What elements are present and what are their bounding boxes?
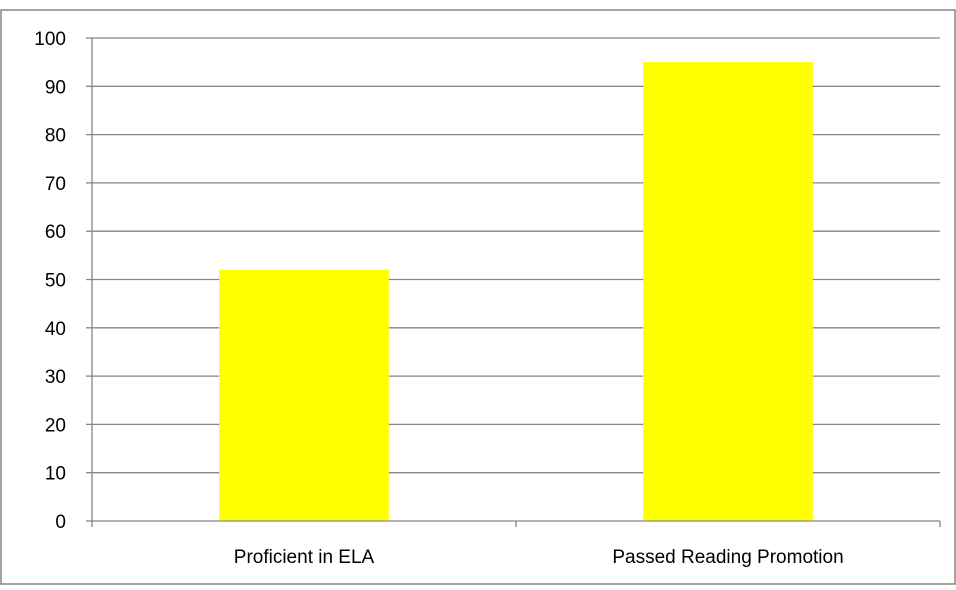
y-tick-label-20: 20 <box>45 415 66 436</box>
bar-proficient-in-ela <box>219 269 389 521</box>
bar-passed-reading-promotion <box>643 62 813 522</box>
y-tick-label-0: 0 <box>55 512 66 533</box>
x-tick-label-proficient-in-ela: Proficient in ELA <box>234 547 375 568</box>
y-tick-label-100: 100 <box>34 29 66 50</box>
x-tick-label-passed-reading-promotion: Passed Reading Promotion <box>612 547 843 568</box>
y-tick-label-30: 30 <box>45 367 66 388</box>
y-tick-label-60: 60 <box>45 222 66 243</box>
y-tick-label-90: 90 <box>45 77 66 98</box>
y-axis: 0 10 20 30 40 50 60 70 80 90 100 <box>34 29 93 533</box>
bars <box>219 62 813 522</box>
x-axis: Proficient in ELA Passed Reading Promotio… <box>91 520 941 568</box>
y-tick-label-10: 10 <box>45 464 66 485</box>
y-tick-label-80: 80 <box>45 126 66 147</box>
y-tick-label-70: 70 <box>45 174 66 195</box>
y-tick-label-50: 50 <box>45 271 66 292</box>
y-tick-label-40: 40 <box>45 319 66 340</box>
